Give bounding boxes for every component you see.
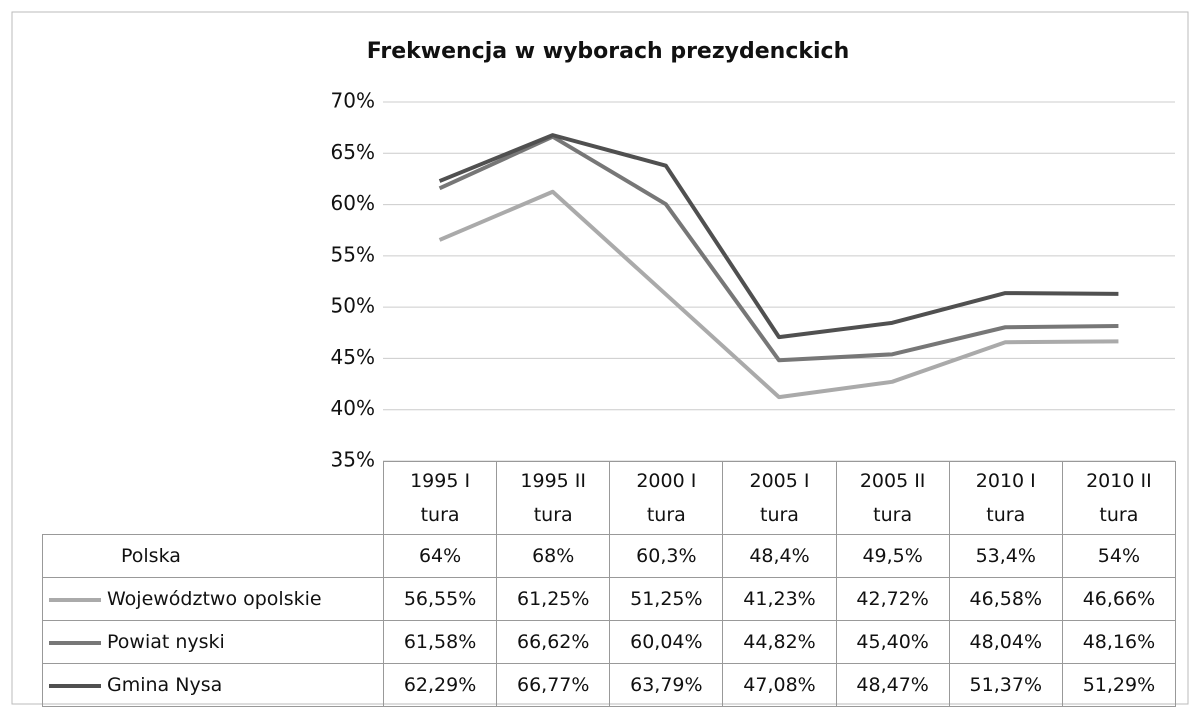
data-table: 1995 I tura 1995 II tura 2000 I tura 2005 I… (42, 461, 1176, 707)
series-row: Polska 64% 68% 60,3% 48,4% 49,5% 53,4% 54% (42, 534, 1176, 578)
legend-label: Polska (121, 545, 181, 567)
x-tick-label: 1995 II tura (520, 470, 586, 526)
series-row: Powiat nyski 61,58% 66,62% 60,04% 44,82% 45,4… (42, 620, 1176, 664)
value-cell: 48,04% (948, 620, 1063, 664)
category-cell: 2005 II tura (835, 461, 950, 535)
x-tick-label: 2010 II tura (1086, 470, 1152, 526)
y-tick-label: 70% (331, 89, 375, 113)
value-cell: 61,25% (496, 577, 611, 621)
series-row: Gmina Nysa 62,29% 66,77% 63,79% 47,08% 48,47%… (42, 663, 1176, 707)
value-cell: 46,66% (1061, 577, 1176, 621)
value-cell: 60,3% (609, 534, 724, 578)
value-cell: 46,58% (948, 577, 1063, 621)
value-cell: 42,72% (835, 577, 950, 621)
category-cell: 2010 I tura (948, 461, 1063, 535)
value-cell: 41,23% (722, 577, 837, 621)
legend-label: Województwo opolskie (107, 588, 322, 610)
line-series (438, 134, 1119, 363)
value-cell: 62,29% (382, 663, 498, 707)
y-tick-label: 60% (331, 191, 375, 215)
x-tick-label: 2005 II tura (859, 470, 926, 526)
value-cell: 47,08% (722, 663, 837, 707)
value-cell: 60,04% (609, 620, 724, 664)
x-tick-label: 1995 I tura (410, 470, 471, 526)
value-cell: 45,40% (835, 620, 950, 664)
value-cell: 61,58% (382, 620, 498, 664)
value-cell: 66,77% (496, 663, 611, 707)
category-cell: 1995 II tura (496, 461, 611, 535)
y-tick-label: 55% (331, 242, 375, 266)
legend-key (49, 597, 101, 602)
value-cell: 53,4% (948, 534, 1063, 578)
value-cell: 66,62% (496, 620, 611, 664)
category-cell: 2005 I tura (722, 461, 837, 535)
blank-cell (42, 461, 384, 535)
legend-label: Powiat nyski (107, 631, 225, 653)
x-tick-label: 2000 I tura (636, 470, 697, 526)
value-cell: 68% (496, 534, 611, 578)
value-cell: 64% (382, 534, 498, 578)
value-cell: 49,5% (835, 534, 950, 578)
series-name-cell: Województwo opolskie (42, 577, 384, 621)
value-cell: 48,16% (1061, 620, 1176, 664)
legend-label: Gmina Nysa (107, 674, 223, 696)
header-row: 1995 I tura 1995 II tura 2000 I tura 2005 I… (42, 461, 1176, 535)
category-cell: 2000 I tura (609, 461, 724, 535)
y-tick-label: 50% (331, 294, 375, 318)
x-tick-label: 2010 I tura (975, 470, 1036, 526)
legend-key (49, 683, 101, 688)
value-cell: 44,82% (722, 620, 837, 664)
series-row: Województwo opolskie 56,55% 61,25% 51,25% 41… (42, 577, 1176, 621)
value-cell: 51,25% (609, 577, 724, 621)
series-name-cell: Gmina Nysa (42, 663, 384, 707)
category-cell: 2010 II tura (1061, 461, 1176, 535)
chart-title: Frekwencja w wyborach prezydenckich (367, 39, 850, 64)
line-series (438, 133, 1119, 340)
value-cell: 54% (1061, 534, 1176, 578)
series-name-cell: Polska (42, 534, 384, 578)
value-cell: 56,55% (382, 577, 498, 621)
series-name-cell: Powiat nyski (42, 620, 384, 664)
legend-key (49, 640, 101, 645)
value-cell: 51,37% (948, 663, 1063, 707)
category-cell: 1995 I tura (382, 461, 498, 535)
value-cell: 63,79% (609, 663, 724, 707)
x-tick-label: 2005 I tura (749, 470, 810, 526)
line-series (438, 189, 1119, 400)
value-cell: 48,47% (835, 663, 950, 707)
y-tick-label: 65% (331, 140, 375, 164)
value-cell: 51,29% (1061, 663, 1176, 707)
value-cell: 48,4% (722, 534, 837, 578)
y-tick-label: 45% (331, 345, 375, 369)
y-tick-label: 40% (331, 396, 375, 420)
